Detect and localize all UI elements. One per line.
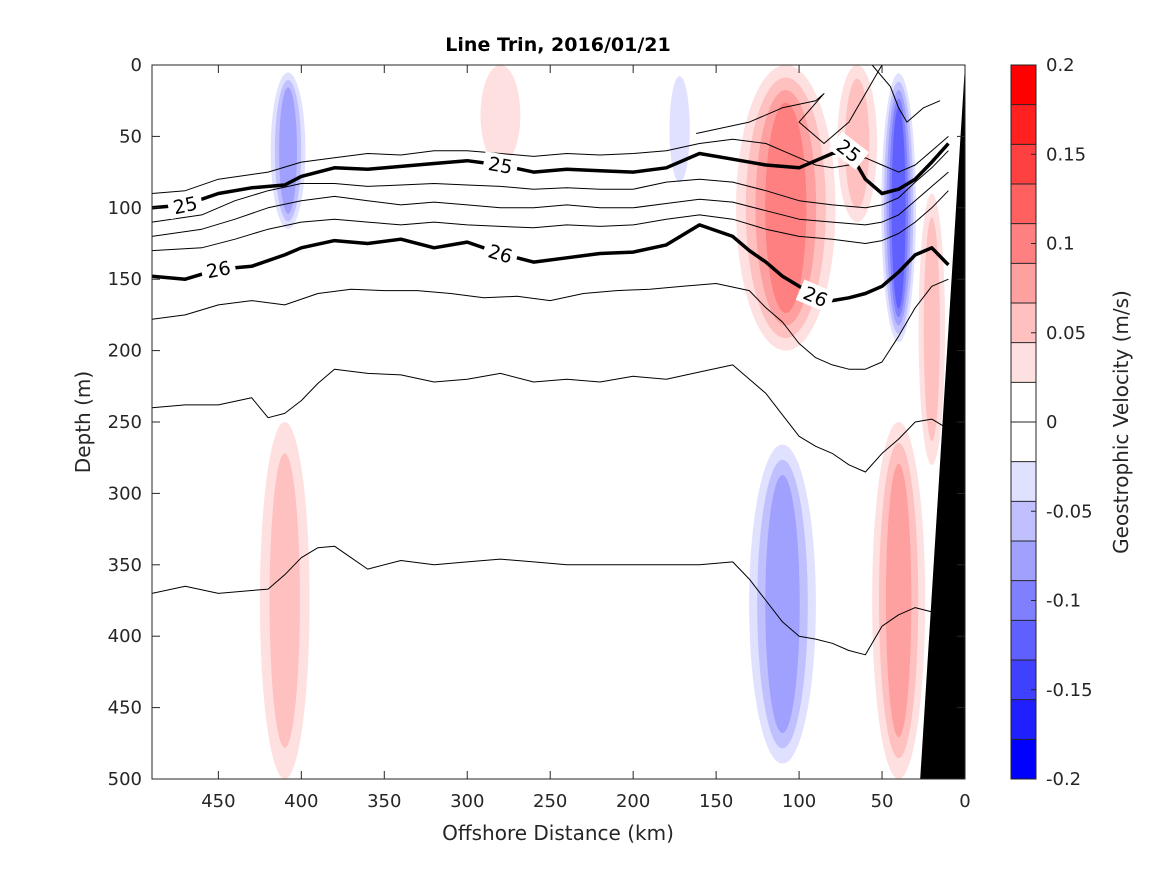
isopycnal-25-line	[152, 142, 950, 210]
y-tick-label: 350	[108, 555, 142, 576]
x-tick-label: 300	[450, 791, 484, 812]
y-tick-label: 50	[119, 126, 142, 147]
colorbar-segment	[1011, 303, 1036, 344]
contour-label-bg	[480, 238, 520, 269]
x-tick-label: 250	[533, 791, 567, 812]
velocity-patch-9-band-2	[269, 453, 300, 748]
colorbar-segment	[1011, 541, 1036, 582]
isopycnal-line-0	[696, 65, 883, 144]
velocity-patch-1-band-4	[279, 87, 298, 214]
velocity-patch-3-band-1	[550, 65, 574, 144]
colorbar-segment	[1011, 461, 1036, 502]
colorbar-segment	[1011, 104, 1036, 145]
y-tick-label: 250	[108, 412, 142, 433]
contour-label-25-1: 25	[486, 153, 514, 179]
velocity-field	[165, 65, 946, 779]
velocity-patch-7-band-6	[891, 106, 906, 309]
colorbar-segment	[1011, 501, 1036, 542]
x-tick-label: 450	[201, 791, 235, 812]
colorbar-segment	[1011, 422, 1036, 463]
contour-label-bg	[481, 151, 520, 179]
x-tick-label: 200	[616, 791, 650, 812]
colorbar-tick-label: 0.1	[1046, 234, 1075, 255]
colorbar-segment	[1011, 144, 1036, 185]
y-tick-label: 200	[108, 341, 142, 362]
x-tick-label: 350	[367, 791, 401, 812]
colorbar-segment	[1011, 184, 1036, 225]
chart-title: Line Trin, 2016/01/21	[445, 34, 670, 56]
velocity-patch-11-band-3	[885, 463, 912, 738]
isopycnal-contours	[152, 65, 950, 656]
y-tick-label: 300	[108, 483, 142, 504]
y-tick-label: 100	[108, 198, 142, 219]
x-tick-label: 400	[284, 791, 318, 812]
bathymetry	[920, 65, 965, 779]
colorbar-tick-label: 0	[1046, 412, 1057, 433]
velocity-patch-5-band-4	[765, 102, 807, 314]
x-axis-label: Offshore Distance (km)	[442, 821, 674, 845]
colorbar-segment	[1011, 65, 1036, 106]
isopycnal-line-10	[152, 545, 932, 656]
colorbar-tick-label: 0.05	[1046, 323, 1086, 344]
colorbar-segment	[1011, 699, 1036, 740]
colorbar-tick-label: -0.2	[1046, 769, 1081, 790]
y-tick-label: 400	[108, 626, 142, 647]
y-axis-label: Depth (m)	[71, 371, 95, 473]
colorbar-segment	[1011, 263, 1036, 304]
colorbar-tick-label: -0.1	[1046, 591, 1081, 612]
velocity-patch-8-band-2	[923, 217, 940, 442]
isopycnal-26-line	[152, 223, 950, 303]
x-axis: 450 400 350 300 250 200 150 100 50 0	[201, 65, 971, 812]
velocity-patch-2-band-1	[480, 65, 521, 165]
colorbar-tick-label: -0.15	[1046, 680, 1093, 701]
y-tick-label: 450	[108, 698, 142, 719]
isopycnal-line-5	[152, 171, 949, 237]
bathymetry-wedge	[920, 65, 965, 779]
colorbar-segment	[1011, 382, 1036, 423]
x-tick-label: 0	[959, 791, 970, 812]
x-tick-label: 100	[782, 791, 816, 812]
isopycnal-line-1	[871, 65, 941, 123]
isopycnal-line-9	[152, 364, 949, 473]
contour-label-bg	[795, 279, 836, 314]
contour-label-bg	[166, 190, 205, 220]
y-axis: 0 50 100 150 200 250 300 350 400 450 500	[108, 55, 965, 790]
colorbar-segment	[1011, 660, 1036, 701]
contour-label-bg	[828, 131, 870, 170]
velocity-patch-4-band-2	[669, 76, 690, 183]
isopycnal-line-2	[152, 136, 949, 194]
colorbar-segment	[1011, 739, 1036, 780]
x-tick-label: 150	[699, 791, 733, 812]
colorbar: 0.2 0.15 0.1 0.05 0 -0.05 -0.1 -0.15 -0.2	[1010, 55, 1093, 790]
colorbar-tick-label: -0.05	[1046, 501, 1093, 522]
isopycnal-line-8	[152, 278, 949, 370]
y-tick-label: 150	[108, 269, 142, 290]
colorbar-tick-label: 0.2	[1046, 55, 1075, 76]
contour-label-bg	[199, 255, 238, 284]
velocity-patch-10-band-4	[765, 475, 800, 733]
x-tick-label: 50	[871, 791, 894, 812]
velocity-patch-0-band-1	[165, 65, 206, 180]
isopycnal-line-6	[152, 190, 949, 252]
y-tick-label: 0	[131, 55, 142, 76]
velocity-patch-12-band-1	[736, 300, 746, 358]
colorbar-segment	[1011, 620, 1036, 661]
contour-label-25-0: 25	[171, 193, 199, 220]
colorbar-label: Geostrophic Velocity (m/s)	[1109, 290, 1133, 554]
colorbar-segment	[1011, 342, 1036, 383]
y-tick-label: 500	[108, 769, 142, 790]
colorbar-tick-label: 0.15	[1046, 144, 1086, 165]
contour-label-26-0: 26	[205, 257, 233, 283]
isopycnal-line-4	[152, 150, 949, 223]
